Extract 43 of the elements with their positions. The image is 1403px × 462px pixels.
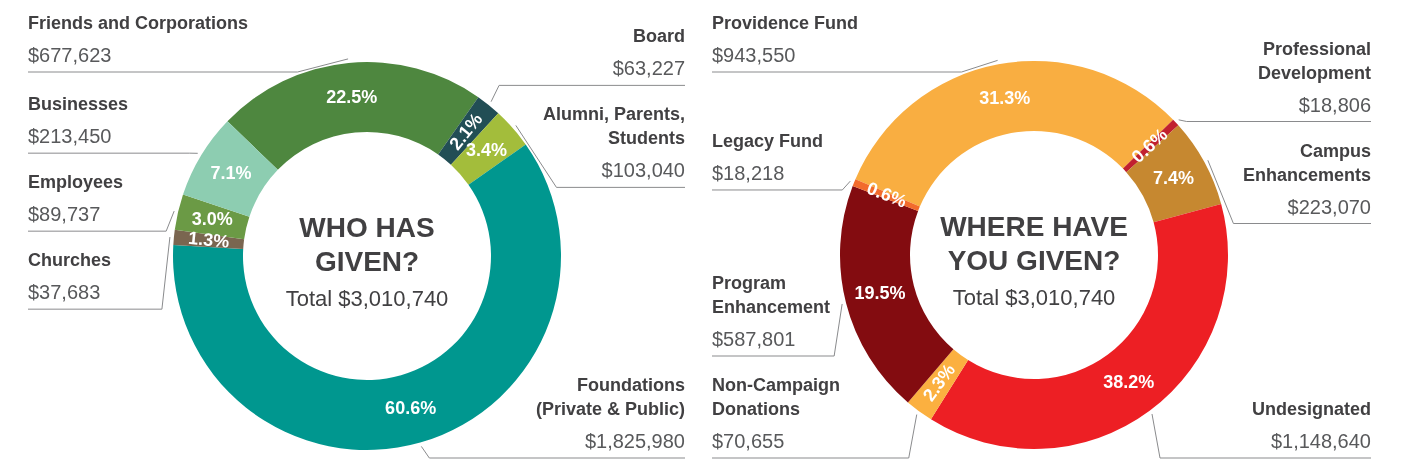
- data-label: $213,450: [28, 125, 112, 148]
- slice-label: Friends and Corporations: [28, 13, 249, 33]
- slice-label: Legacy Fund: [712, 130, 824, 151]
- data-label: $1,825,980: [584, 430, 685, 452]
- slice-label: Employees: [28, 172, 124, 193]
- data-label: $1,148,640: [1270, 430, 1371, 452]
- text: Total $3,010,740: [952, 285, 1116, 310]
- text: WHO HAS GIVEN?: [299, 212, 435, 277]
- data-label: $18,806: [1298, 93, 1371, 116]
- text: 1.3%: [187, 227, 231, 252]
- text: 7.4%: [1153, 167, 1195, 188]
- data-label: $89,737: [28, 203, 101, 226]
- text: 60.6%: [385, 397, 437, 418]
- slice-label: Board: [632, 26, 685, 47]
- text: 22.5%: [326, 86, 378, 107]
- text: 19.5%: [854, 283, 906, 304]
- data-label: $103,040: [601, 159, 685, 182]
- slice-label: Non-Campaign Donations: [712, 375, 840, 419]
- donut-slice: [1126, 125, 1222, 223]
- slice-label: Foundations (Private & Public): [535, 375, 685, 419]
- text: 0.6%: [864, 177, 910, 212]
- text: 38.2%: [1103, 371, 1155, 392]
- data-label: $587,801: [712, 328, 796, 350]
- text: Total $3,010,740: [285, 286, 449, 311]
- text: 7.1%: [210, 162, 252, 183]
- data-label: $37,683: [28, 281, 101, 304]
- slice-label: Churches: [28, 250, 112, 271]
- slice-label: Undesignated: [1251, 399, 1371, 419]
- text: 3.0%: [191, 208, 233, 229]
- slice-label: Alumni, Parents, Students: [542, 104, 685, 149]
- slice-label: Providence Fund: [712, 13, 859, 33]
- data-label: $18,218: [712, 161, 785, 184]
- data-label: $70,655: [712, 430, 785, 452]
- text: WHERE HAVE YOU GIVEN?: [940, 211, 1128, 276]
- data-label: $63,227: [612, 57, 685, 80]
- text: 31.3%: [979, 87, 1031, 108]
- slice-label: Professional Development: [1257, 38, 1371, 83]
- data-label: $677,623: [28, 44, 112, 66]
- data-label: $943,550: [712, 44, 796, 66]
- slice-label: Businesses: [28, 94, 129, 115]
- data-label: $223,070: [1287, 195, 1371, 218]
- slice-label: Program Enhancement: [712, 273, 831, 317]
- slice-label: Campus Enhancements: [1242, 140, 1371, 185]
